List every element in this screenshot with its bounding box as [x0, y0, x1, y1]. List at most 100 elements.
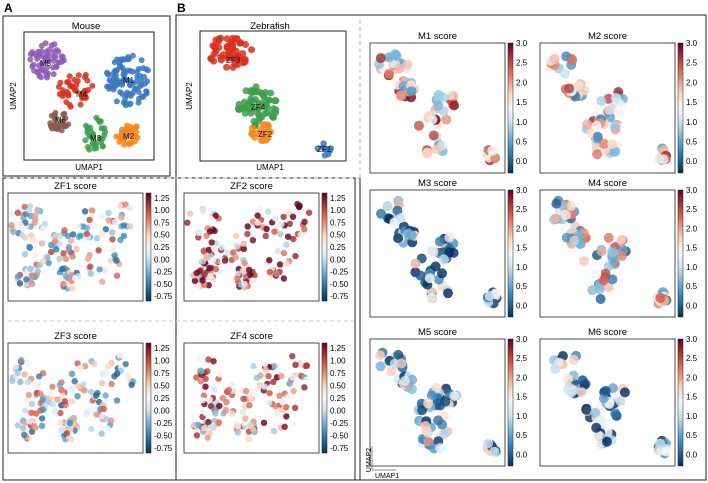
- scatter-point-m1: [138, 57, 145, 64]
- panel-label-b: B: [177, 1, 186, 15]
- score-panel-frame: [7, 342, 144, 454]
- colorbar-tick-label: 2.5: [686, 354, 698, 363]
- score-point: [591, 120, 602, 131]
- colorbar-tick-label: 0.00: [154, 255, 170, 264]
- score-point: [205, 246, 213, 254]
- score-point: [435, 443, 446, 454]
- score-point: [200, 424, 208, 432]
- scatter-point-m1: [104, 83, 111, 90]
- scatter-point-m5: [50, 64, 56, 71]
- scatter-point-m6: [58, 127, 65, 134]
- colorbar-tick-label: -0.25: [330, 419, 349, 428]
- scatter-point-zf2: [263, 130, 271, 138]
- score-point: [57, 409, 64, 417]
- zebrafish-umap-ylabel: UMAP2: [185, 82, 194, 110]
- score-point: [93, 392, 100, 399]
- score-point: [607, 247, 618, 258]
- score-point: [283, 241, 290, 248]
- scatter-point-zf4: [272, 97, 280, 105]
- score-point: [48, 390, 56, 398]
- score-point: [423, 436, 434, 447]
- scatter-point-m2: [116, 138, 123, 145]
- score-point: [242, 415, 249, 422]
- score-point: [212, 265, 220, 273]
- score-point: [30, 236, 37, 244]
- colorbar-tick-label: 0.5: [516, 431, 528, 440]
- score-point: [251, 388, 258, 396]
- score-point: [376, 208, 387, 219]
- score-point: [67, 436, 75, 443]
- colorbar-tick-label: -0.50: [154, 280, 173, 289]
- scatter-point-zf1: [314, 145, 321, 152]
- score-point: [410, 258, 421, 269]
- score-point: [118, 214, 125, 221]
- zebrafish-cluster-labels: ZF3 ZF4 ZF2 ZF1: [226, 56, 332, 154]
- colorbar-tick-label: 2.5: [516, 205, 528, 214]
- score-point: [9, 210, 16, 218]
- score-point: [422, 147, 433, 158]
- score-point: [283, 404, 290, 411]
- score-point: [26, 207, 33, 214]
- score-point: [52, 237, 59, 245]
- score-point: [17, 378, 24, 386]
- score-point: [49, 383, 56, 390]
- mouse-umap-points: [27, 40, 152, 153]
- score-panel-8: M5 score 3.0 2.5 2.0 1.5 1.0 0.5 0.0: [369, 327, 528, 467]
- score-point: [560, 69, 570, 79]
- score-point: [260, 419, 268, 426]
- scatter-point-zf2: [259, 137, 267, 144]
- scatter-point-m5: [38, 66, 45, 73]
- scatter-point-m3: [93, 114, 100, 121]
- score-point: [607, 274, 618, 285]
- scatter-point-zf4: [238, 104, 246, 112]
- colorbar-tick-label: 1.00: [154, 206, 170, 215]
- scatter-point-zf3: [229, 34, 237, 42]
- scatter-point-m1: [110, 76, 117, 83]
- score-point: [439, 428, 450, 439]
- scatter-point-m4: [73, 82, 80, 89]
- score-point: [266, 389, 273, 397]
- score-point: [551, 198, 562, 209]
- score-point: [581, 404, 592, 415]
- score-point: [265, 372, 272, 380]
- score-panel-title: M2 score: [588, 31, 627, 42]
- colorbar-tick-label: 0.75: [154, 369, 170, 378]
- score-point: [186, 210, 194, 217]
- scatter-point-zf4: [254, 110, 262, 118]
- score-point: [587, 285, 598, 296]
- score-point: [271, 427, 278, 435]
- scores-xlabel: UMAP1: [375, 473, 399, 480]
- score-point: [56, 381, 63, 389]
- colorbar-tick-label: 0.0: [686, 157, 698, 166]
- scatter-point-m1: [113, 98, 120, 105]
- score-point: [14, 209, 21, 216]
- scatter-point-zf3: [224, 54, 232, 62]
- score-point: [184, 219, 191, 226]
- score-panel-frame: [369, 189, 506, 318]
- score-point: [441, 114, 452, 125]
- colorbar-tick-label: 1.25: [330, 194, 346, 203]
- score-point: [550, 213, 561, 224]
- score-point: [87, 263, 94, 270]
- colorbar-tick-label: 1.25: [154, 344, 170, 353]
- score-point: [103, 369, 110, 376]
- score-point: [60, 280, 67, 288]
- score-point: [77, 232, 84, 239]
- score-point: [109, 229, 116, 236]
- score-point: [120, 222, 128, 229]
- score-point: [234, 275, 241, 282]
- score-point: [56, 232, 63, 240]
- score-point: [10, 228, 17, 236]
- scatter-point-m5: [48, 42, 55, 49]
- score-point: [249, 237, 257, 244]
- scatter-point-m5: [38, 48, 45, 55]
- scatter-point-m1: [125, 54, 132, 60]
- score-panel-frame: [369, 338, 506, 467]
- scatter-point-m2: [121, 141, 128, 148]
- score-point: [286, 220, 293, 227]
- score-point: [296, 203, 303, 210]
- score-point: [31, 219, 38, 226]
- score-point: [199, 258, 207, 265]
- colorbar-tick-label: 0.5: [516, 137, 528, 146]
- colorbar-tick-label: -0.75: [154, 444, 173, 453]
